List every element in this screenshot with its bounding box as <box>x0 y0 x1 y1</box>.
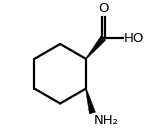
Polygon shape <box>85 88 96 114</box>
Polygon shape <box>86 36 106 59</box>
Text: NH₂: NH₂ <box>93 114 118 127</box>
Text: O: O <box>98 2 108 15</box>
Text: HO: HO <box>124 32 144 45</box>
